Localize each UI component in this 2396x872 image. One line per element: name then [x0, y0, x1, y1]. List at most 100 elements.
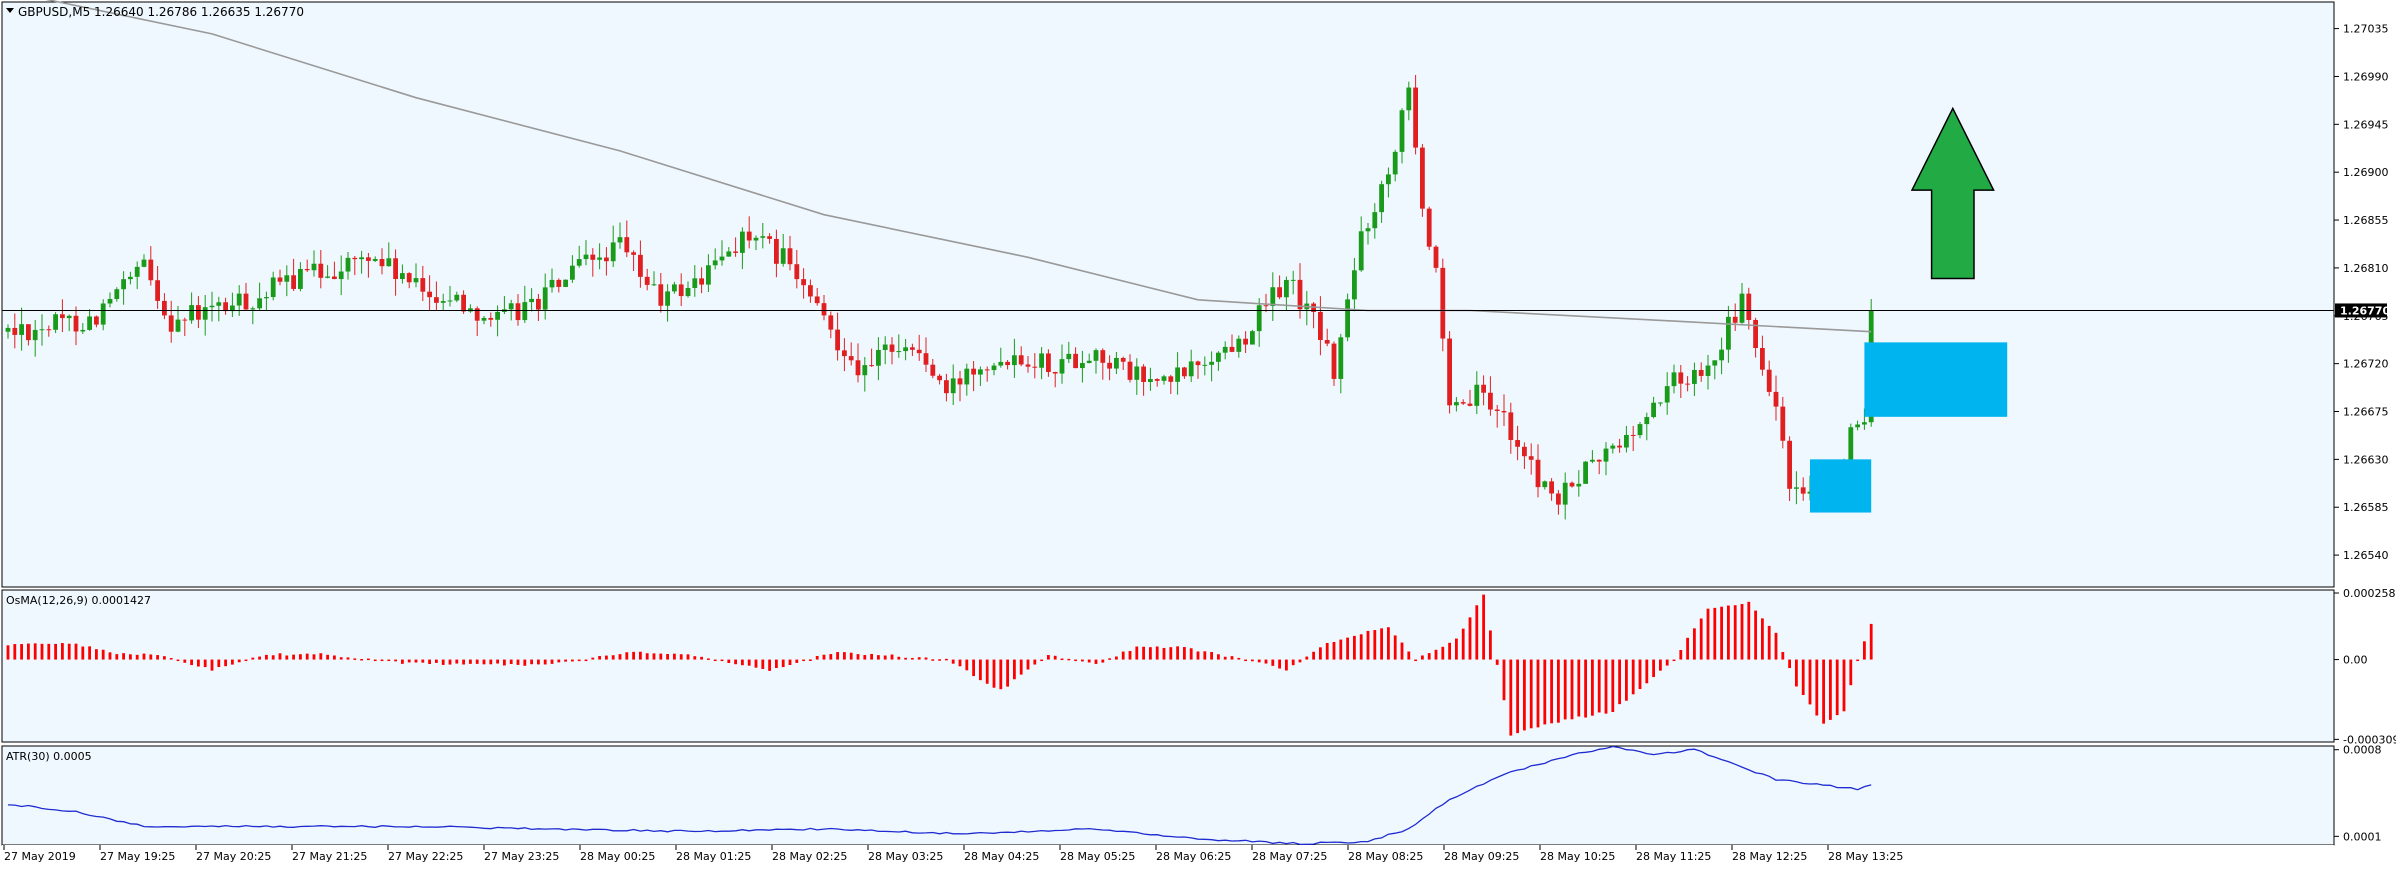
osma-bar	[1781, 652, 1785, 660]
osma-panel[interactable]	[1, 589, 2335, 743]
candle-body	[882, 344, 888, 350]
candle	[1562, 472, 1568, 520]
time-tick-label: 27 May 23:25	[484, 850, 559, 863]
osma-bar	[958, 659, 962, 667]
candle-body	[393, 258, 398, 280]
osma-bar	[713, 659, 717, 662]
candle	[1413, 74, 1418, 155]
candle	[196, 296, 201, 329]
candle-body	[80, 329, 86, 332]
osma-bar	[720, 659, 724, 662]
candle-body	[488, 317, 494, 320]
candle-body	[651, 284, 657, 286]
candle	[828, 311, 834, 339]
candle-body	[944, 380, 949, 394]
candle	[964, 363, 970, 396]
candle-body	[400, 273, 405, 280]
osma-bar	[1611, 659, 1615, 712]
price-tick-label: 1.26630	[2343, 453, 2389, 466]
candle	[352, 255, 358, 276]
osma-bar	[1223, 656, 1227, 660]
candle	[400, 264, 405, 284]
osma-bar	[802, 659, 805, 662]
candle-body	[1358, 231, 1364, 271]
osma-bar	[1863, 641, 1866, 660]
candle-body	[617, 237, 623, 243]
osma-bar	[244, 659, 248, 662]
candle-body	[1256, 305, 1262, 332]
osma-bar	[149, 654, 153, 660]
candle-body	[808, 285, 813, 297]
time-tick-label: 28 May 08:25	[1348, 850, 1423, 863]
osma-bar	[1652, 659, 1655, 678]
candle	[39, 314, 45, 346]
candle	[440, 293, 446, 312]
candle-body	[5, 327, 11, 332]
candle	[379, 248, 385, 275]
candle-body	[631, 252, 636, 255]
candle-body	[597, 257, 602, 260]
candle	[1712, 360, 1718, 380]
symbol-header: GBPUSD,M5 1.26640 1.26786 1.26635 1.2677…	[18, 5, 304, 19]
candle-body	[610, 242, 616, 262]
osma-bar	[258, 656, 261, 660]
candle-body	[1093, 350, 1099, 361]
candle	[563, 279, 568, 288]
price-tick-label: 1.26540	[2343, 549, 2389, 562]
osma-bar	[1475, 605, 1479, 660]
candle-body	[692, 278, 698, 288]
candle	[1658, 402, 1663, 407]
osma-bar	[448, 659, 452, 665]
candle	[638, 240, 643, 288]
candle	[1270, 272, 1276, 321]
candle	[604, 247, 609, 276]
osma-bar	[598, 656, 601, 660]
candle	[1671, 364, 1677, 394]
candle-body	[474, 308, 480, 321]
osma-bar	[326, 654, 329, 660]
candle-body	[1739, 293, 1745, 323]
candle-body	[672, 284, 677, 292]
candle-body	[318, 263, 324, 278]
candle	[678, 273, 684, 307]
candle	[1787, 436, 1792, 501]
osma-bar	[1128, 650, 1132, 660]
candle	[1624, 425, 1629, 453]
candle-body	[903, 347, 908, 352]
candle-body	[1603, 448, 1609, 462]
candle	[488, 312, 494, 327]
candle-body	[1726, 316, 1731, 350]
osma-bar	[883, 655, 887, 660]
candle	[1345, 293, 1350, 342]
osma-bar	[1149, 647, 1152, 660]
osma-bar	[1577, 659, 1581, 717]
time-tick-label: 28 May 06:25	[1156, 850, 1231, 863]
candle	[1209, 351, 1214, 382]
atr-panel[interactable]	[1, 745, 2335, 846]
candle-body	[311, 263, 317, 271]
candle	[542, 273, 548, 320]
osma-bar	[761, 659, 765, 669]
osma-bar	[1353, 635, 1356, 660]
osma-bar	[312, 654, 316, 660]
osma-bar	[931, 659, 935, 661]
candle	[1236, 335, 1242, 358]
osma-bar	[373, 659, 377, 662]
candle	[311, 250, 317, 277]
osma-bar	[985, 659, 989, 684]
price-panel[interactable]	[1, 1, 2335, 588]
candle	[760, 223, 766, 249]
candle-body	[957, 378, 963, 385]
candle-body	[1141, 366, 1146, 382]
osma-bar	[775, 659, 778, 669]
header-dropdown-icon[interactable]	[6, 8, 14, 13]
osma-bar	[1006, 659, 1009, 687]
candle	[1324, 328, 1330, 347]
candle-body	[1046, 353, 1051, 372]
time-tick-label: 28 May 12:25	[1732, 850, 1807, 863]
osma-bar	[441, 659, 445, 665]
osma-bar	[1604, 659, 1608, 714]
osma-bar	[428, 659, 431, 665]
